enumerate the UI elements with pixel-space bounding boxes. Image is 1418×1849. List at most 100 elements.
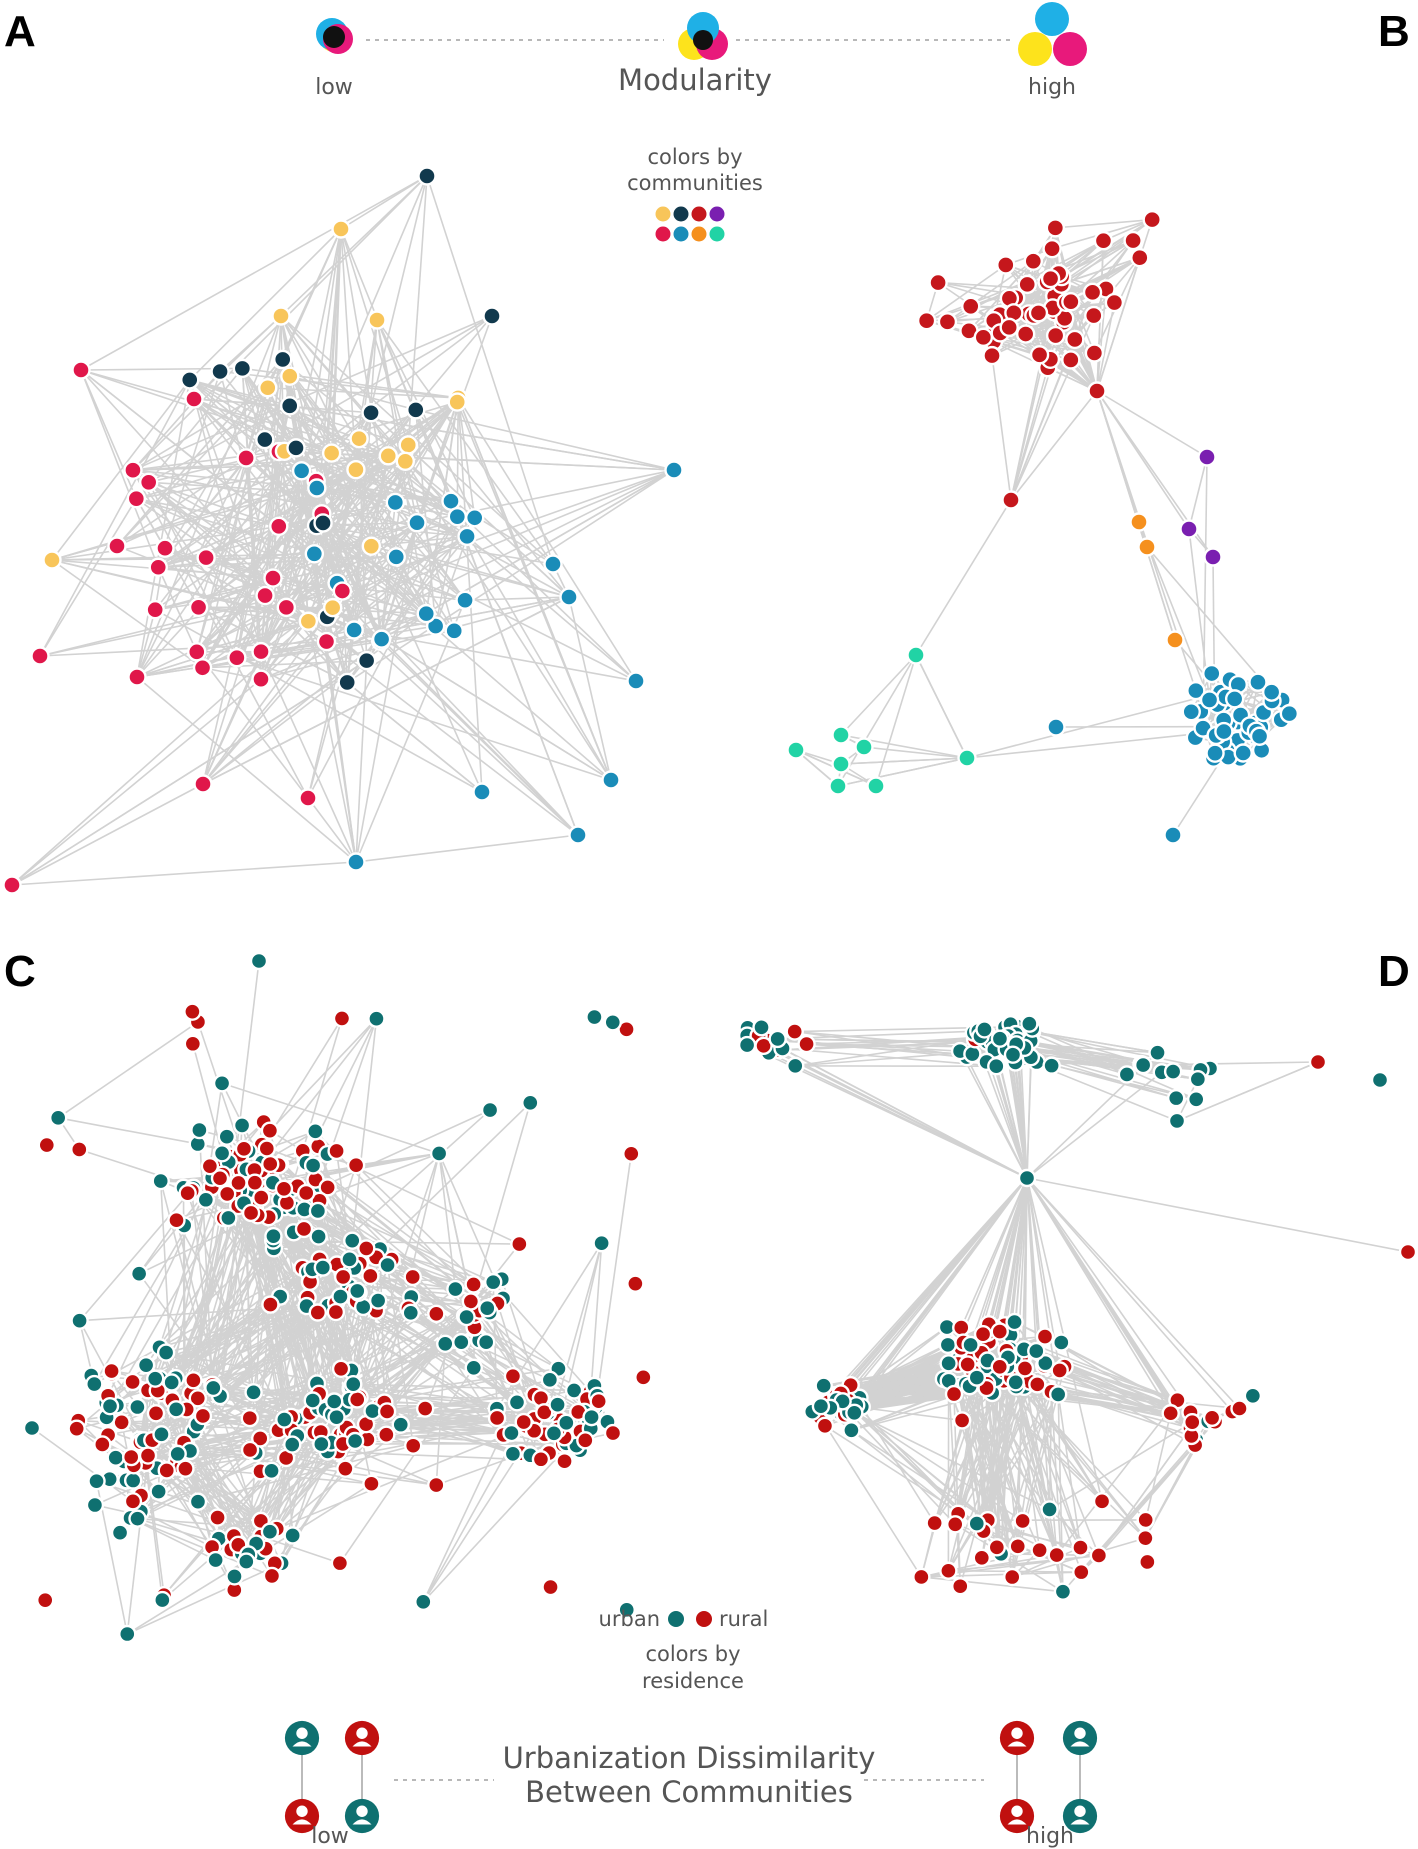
network-node [464,1275,483,1294]
network-edge [829,1177,1028,1409]
network-node [1001,490,1021,510]
network-node [188,597,209,617]
network-node [1308,1052,1328,1072]
network-node [123,1471,143,1490]
network-edge [196,487,318,653]
network-node [1163,1062,1183,1081]
network-node [478,1299,497,1318]
person-rural-icon [999,1720,1035,1756]
network-edge [307,621,357,863]
network-node [188,1389,207,1408]
urbanization-scale: Urbanization Dissimilarity Between Commu… [284,1720,1098,1849]
network-edge [250,1212,337,1313]
network-node [1130,247,1150,268]
community-color-swatch [709,226,725,242]
urbanization-title-line1: Urbanization Dissimilarity [503,1741,876,1775]
network-node [1036,1353,1055,1373]
network-node [210,361,230,382]
network-edge [1010,390,1098,501]
network-node [129,1264,149,1283]
network-edge [325,640,579,836]
network-node [1023,251,1043,271]
network-edge [236,656,612,781]
network-edge [289,375,416,411]
network-node [1203,547,1223,567]
network-edge [11,659,368,886]
network-node [298,611,319,631]
network-node [332,1009,352,1028]
network-edge [948,1554,1099,1572]
network-node [148,557,168,577]
network-node [327,1407,346,1427]
network-node [1047,1545,1066,1565]
network-edge [851,1392,993,1432]
network-node [297,1183,316,1203]
network-edge [1146,546,1273,693]
network-node [100,1396,120,1416]
network-node [386,547,406,567]
network-node [121,1447,141,1467]
network-node [1179,519,1199,539]
network-node [227,648,247,668]
network-node [136,1355,156,1375]
network-node [928,272,948,293]
network-node [340,1250,359,1269]
network-edge [465,596,570,602]
network-node [107,536,127,556]
residence-legend: urban rural colors by residence [599,1607,769,1693]
network-node [166,1400,186,1419]
network-node [480,1100,500,1120]
network-node [1249,726,1270,746]
network-node [1065,329,1085,350]
network-node [1187,1090,1206,1109]
network-node [283,1435,302,1454]
network-edge [1013,239,1134,314]
network-node [306,1122,325,1141]
network-edge [438,1153,473,1303]
network-node [1040,268,1061,289]
network-node [957,748,977,768]
network-edge [763,1045,1028,1179]
network-edge [197,1449,251,1503]
network-node [275,1410,294,1429]
network-edge [456,401,612,781]
network-edge [209,1083,223,1167]
network-node [346,459,366,480]
network-node [128,1397,147,1417]
network-edge [435,1343,447,1486]
community-color-swatch [655,226,671,242]
network-edge [782,1047,1028,1179]
network-node [146,1369,165,1388]
network-edge [217,1443,322,1519]
network-node [217,1127,237,1146]
network-node [1181,702,1201,722]
network-edge [926,264,1007,322]
network-node [403,1267,422,1287]
network-edge [438,1153,457,1290]
network-edge [31,1427,134,1503]
network-edge [863,746,968,759]
network-edge [11,861,357,886]
network-node [346,852,366,872]
network-edge [289,405,675,471]
network-node [240,1408,260,1428]
network-node [510,1234,529,1254]
network-edge [202,596,570,785]
network-node [348,1390,367,1409]
network-edge [947,1393,1059,1572]
network-node [541,1577,560,1597]
network-node [193,774,213,794]
network-node [112,1413,131,1432]
network-edge [183,1441,372,1485]
network-node [1093,231,1114,251]
network-edge [985,1387,1058,1556]
network-node [1071,1538,1090,1557]
network-edge [982,1383,988,1532]
network-edge [196,651,309,799]
network-panel-c [22,951,653,1644]
network-node [916,311,937,331]
network-node [1138,1552,1157,1572]
network-edge [1061,256,1141,286]
network-node [1230,1399,1249,1418]
network-edge [1026,1071,1163,1179]
